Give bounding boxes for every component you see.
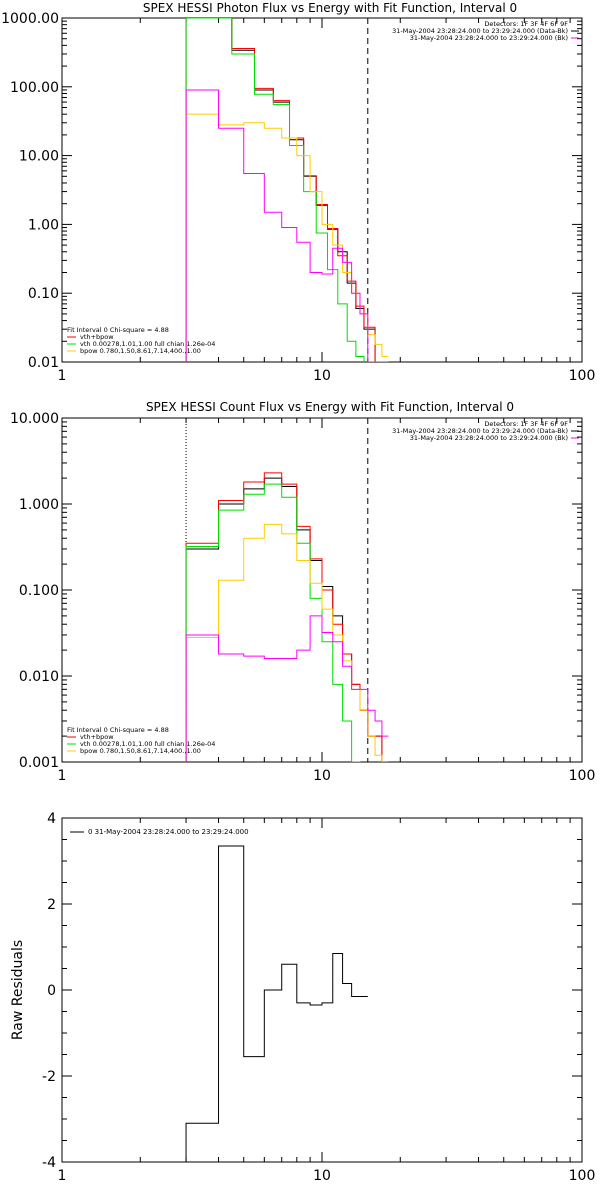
plot-panel-1: SPEX HESSI Count Flux vs Energy with Fit… — [10, 400, 596, 784]
y-tick-label-2-1: -2 — [42, 1069, 56, 1085]
legend-fit-text-0-2: vth 0.00278,1.01,1.00 full chian 1.26e-0… — [80, 340, 215, 348]
legend-fit-text-1-0: Fit Interval 0 Chi-square = 4.88 — [67, 726, 169, 734]
legend-fit-text-1-1: vth+bpow — [80, 733, 114, 741]
x-tick-label-1-1: 10 — [313, 768, 331, 784]
y-axis-label-2: Raw Residuals — [10, 940, 26, 1040]
y-tick-label-0-0: 0.01 — [28, 355, 59, 371]
series-group-0 — [185, 18, 389, 362]
axes-frame-2 — [61, 817, 583, 1163]
x-tick-label-2-1: 10 — [313, 1168, 331, 1184]
plot-panel-2: 1 10 100 -4 -2 0 2 4 Raw Residuals 0 31-May-2004 … — [10, 811, 595, 1184]
chart-title-0: SPEX HESSI Photon Flux vs Energy with Fi… — [143, 1, 517, 15]
y-tick-label-0-3: 10.00 — [19, 149, 59, 165]
legend-text-2: 0 31-May-2004 23:28:24.000 to 23:29:24.0… — [88, 828, 249, 836]
plot-panel-0: SPEX HESSI Photon Flux vs Energy with Fi… — [1, 1, 595, 384]
legend-top-text-0-2: 31-May-2004 23:28:24.000 to 23:29:24.000… — [410, 34, 568, 42]
series-line-vth_bpow-1 — [185, 472, 389, 762]
legend-fit-text-0-1: vth+bpow — [80, 333, 114, 341]
y-tick-label-0-1: 0.10 — [28, 286, 59, 302]
x-tick-label-2-0: 1 — [58, 1168, 67, 1184]
series-line-total-0 — [185, 18, 389, 362]
legend-top-text-1-0: Detectors: 1F 3F 4F 6F 9F — [484, 420, 568, 428]
x-tick-label-0-1: 10 — [313, 368, 331, 384]
y-tick-label-1-4: 10.000 — [10, 411, 59, 427]
y-tick-label-1-1: 0.010 — [19, 669, 59, 685]
legend-top-text-0-1: 31-May-2004 23:28:24.000 to 23:29:24.000… — [392, 27, 568, 35]
y-tick-label-1-3: 1.000 — [19, 497, 59, 513]
y-tick-label-2-3: 2 — [47, 897, 56, 913]
x-tick-label-0-0: 1 — [58, 368, 67, 384]
y-tick-label-2-0: -4 — [42, 1155, 56, 1171]
y-tick-label-0-2: 1.00 — [28, 217, 59, 233]
y-tick-label-0-5: 1000.00 — [1, 11, 59, 27]
y-tick-label-2-2: 0 — [47, 983, 56, 999]
y-tick-label-2-4: 4 — [47, 811, 56, 827]
chart-title-1: SPEX HESSI Count Flux vs Energy with Fit… — [146, 400, 514, 414]
legend-top-text-1-1: 31-May-2004 23:28:24.000 to 23:29:24.000… — [392, 427, 568, 435]
series-line-residuals-2 — [185, 845, 368, 1162]
series-line-bk-1 — [185, 615, 389, 762]
legend-top-text-0-0: Detectors: 1F 3F 4F 6F 9F — [484, 20, 568, 28]
series-group-1 — [185, 472, 389, 762]
x-tick-label-1-2: 100 — [569, 768, 596, 784]
series-line-bk-0 — [185, 89, 389, 362]
legend-fit-text-0-3: bpow 0.780,1.50,8.61,7.14,400.,1.00 — [80, 347, 201, 355]
x-tick-label-2-2: 100 — [569, 1168, 596, 1184]
series-line-vth_bpow-0 — [185, 18, 389, 362]
x-tick-label-0-2: 100 — [569, 368, 596, 384]
legend-top-text-1-2: 31-May-2004 23:28:24.000 to 23:29:24.000… — [410, 434, 568, 442]
axes-frame-0 — [61, 17, 583, 363]
series-line-bpow-0 — [185, 113, 389, 362]
y-tick-label-1-0: 0.001 — [19, 755, 59, 771]
legend-fit-text-1-2: vth 0.00278,1.01,1.00 full chian 1.26e-0… — [80, 740, 215, 748]
series-line-vth-0 — [185, 18, 365, 362]
series-line-total-1 — [185, 477, 389, 762]
y-tick-label-1-2: 0.100 — [19, 583, 59, 599]
series-group-2 — [185, 845, 368, 1162]
x-tick-label-1-0: 1 — [58, 768, 67, 784]
series-line-vth-1 — [185, 483, 361, 762]
legend-fit-text-0-0: Fit Interval 0 Chi-square = 4.88 — [67, 326, 169, 334]
y-tick-label-0-4: 100.00 — [10, 80, 59, 96]
legend-fit-text-1-3: bpow 0.780,1.50,8.61,7.14,400.,1.00 — [80, 747, 201, 755]
series-line-bpow-1 — [185, 523, 383, 762]
